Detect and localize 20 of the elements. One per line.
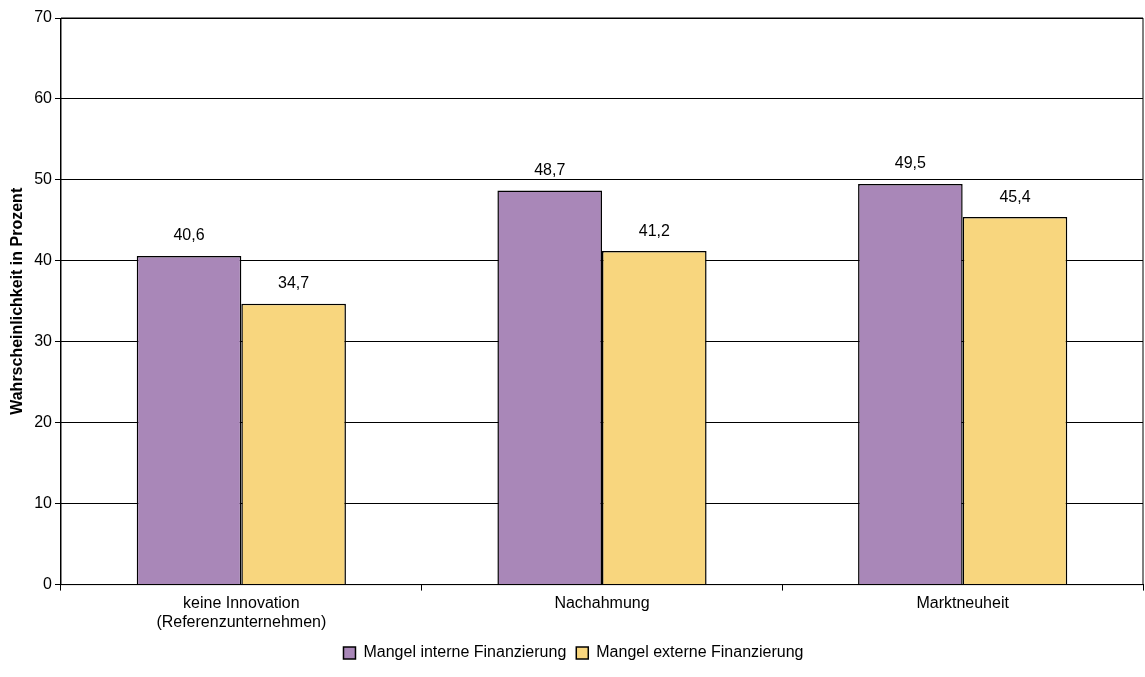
y-axis-title: Wahrscheinlichkeit in Prozent [8, 187, 26, 415]
y-tick-label: 40 [34, 251, 53, 269]
y-tick-label: 70 [34, 8, 53, 26]
data-label: 40,6 [173, 226, 205, 244]
x-tick-label: Marktneuheit [916, 593, 1010, 611]
y-tick-label: 60 [34, 89, 53, 107]
y-tick-label: 0 [43, 575, 53, 593]
legend-label: Mangel externe Finanzierung [596, 643, 804, 661]
data-label: 49,5 [894, 154, 927, 172]
y-tick-label: 30 [34, 332, 53, 350]
data-label: 34,7 [278, 274, 310, 292]
data-label: 45,4 [999, 187, 1031, 205]
legend-label: Mangel interne Finanzierung [363, 643, 567, 661]
x-tick-label: keine Innovation (Referenzunternehmen) [156, 593, 327, 630]
x-tick-label: Nachahmung [554, 593, 650, 611]
data-label: 41,2 [638, 221, 670, 239]
data-label: 48,7 [534, 160, 566, 178]
y-tick-label: 50 [34, 170, 53, 188]
y-tick-label: 20 [34, 413, 53, 431]
y-tick-label: 10 [34, 494, 53, 512]
